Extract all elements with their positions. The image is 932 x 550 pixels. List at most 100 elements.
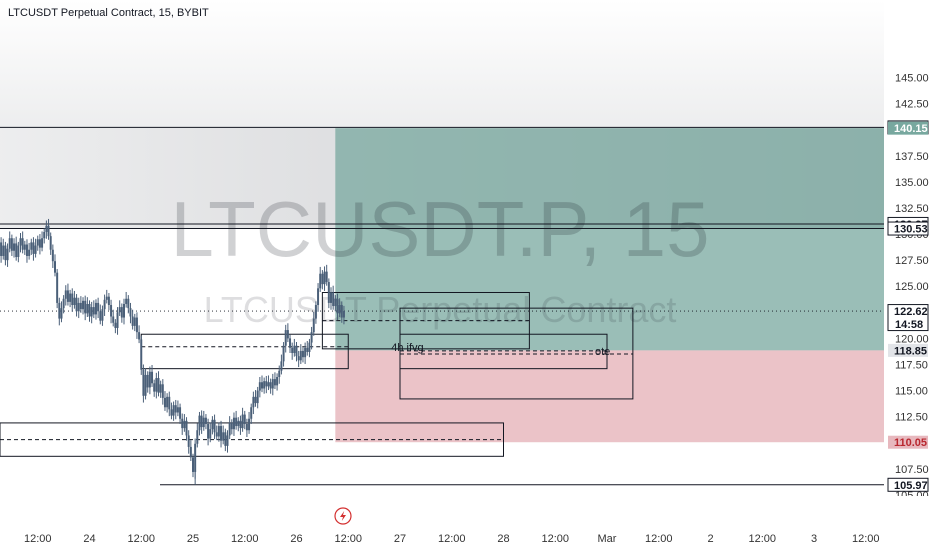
candle	[13, 238, 16, 258]
candle-body	[284, 330, 287, 346]
candle	[289, 334, 292, 354]
candle	[155, 372, 158, 399]
level-badge-box	[887, 477, 929, 492]
candle-body	[159, 384, 162, 393]
candle-body	[273, 379, 276, 386]
zone-box[interactable]	[0, 422, 504, 457]
zones-layer[interactable]: 4h ifvg ote	[0, 291, 634, 457]
candle-body	[49, 236, 52, 250]
candle-body	[166, 396, 169, 408]
candle	[49, 232, 52, 255]
candle	[36, 235, 39, 251]
candle-body	[90, 307, 93, 317]
candle-body	[276, 377, 279, 386]
candle-body	[220, 426, 223, 441]
candle-body	[148, 371, 151, 388]
time-tick-label: 12:00	[645, 533, 673, 545]
price-badges: 140.22130.97130.53105.97140.15122.6214:5…	[887, 120, 929, 492]
price-tick-label: 127.50	[895, 255, 929, 267]
candle-body	[232, 417, 235, 430]
entry-badge-box	[888, 343, 928, 357]
candle-body	[38, 239, 41, 248]
candle	[276, 373, 279, 391]
candle	[340, 301, 343, 323]
candle	[325, 264, 328, 286]
candle	[163, 391, 166, 411]
candle-body	[295, 345, 298, 357]
candle	[112, 309, 115, 327]
candle	[103, 294, 106, 316]
candle-body	[217, 426, 220, 437]
candle-body	[172, 405, 175, 416]
candle	[189, 440, 192, 462]
candle	[306, 341, 309, 356]
candle	[19, 233, 22, 253]
candle	[140, 335, 143, 375]
candle-body	[183, 420, 186, 429]
candle-body	[127, 298, 130, 309]
candle-body	[179, 407, 182, 419]
candle	[6, 243, 9, 267]
candle	[131, 309, 134, 330]
candle	[207, 418, 210, 446]
candle	[23, 240, 26, 255]
candle-body	[289, 338, 292, 348]
candle	[168, 391, 171, 417]
candle-body	[202, 417, 205, 428]
stop-zone[interactable]	[335, 350, 884, 443]
candle-body	[103, 299, 106, 310]
candle-body	[77, 302, 80, 312]
zone-box[interactable]	[399, 333, 608, 370]
level-badge-text: 105.97	[894, 480, 928, 492]
candle	[34, 238, 37, 258]
time-axis[interactable]: 12:00 24 12:00 25 12:00 26 12:00 27 12:00 28 12:00…	[0, 496, 932, 550]
candle	[138, 325, 141, 344]
lightning-icon[interactable]	[334, 507, 352, 525]
candle-body	[51, 249, 54, 262]
candle	[269, 378, 272, 394]
candle	[82, 297, 85, 315]
candle	[92, 300, 95, 319]
candle	[220, 420, 223, 448]
candle	[202, 410, 205, 431]
price-tick-label: 142.50	[895, 99, 929, 111]
price-levels-layer[interactable]	[0, 126, 884, 486]
candle	[230, 419, 233, 435]
candle	[56, 269, 59, 309]
chart-title: LTCUSDT Perpetual Contract, 15, BYBIT	[8, 7, 209, 19]
candle	[258, 377, 261, 398]
candle	[215, 425, 218, 441]
target-badge-box	[888, 121, 928, 135]
time-axis-bg	[0, 496, 932, 550]
candle-body	[163, 397, 166, 408]
target-zone[interactable]	[335, 128, 884, 351]
candle	[265, 375, 268, 394]
candle-body	[170, 409, 173, 416]
candle	[4, 241, 7, 266]
zone-box[interactable]	[140, 333, 349, 370]
candle	[271, 373, 274, 396]
candle-body	[297, 356, 300, 361]
candle-body	[21, 238, 24, 250]
zone-label: 4h ifvg	[391, 342, 423, 354]
price-axis[interactable]: 145.00142.50140.00137.50135.00132.50130.…	[884, 0, 932, 550]
candle	[170, 402, 173, 420]
candle-body	[151, 371, 154, 384]
candle	[17, 241, 20, 263]
candle	[327, 278, 330, 309]
candle-body	[30, 242, 33, 250]
candle-body	[75, 297, 78, 312]
candle-body	[185, 420, 188, 436]
candle-body	[17, 245, 20, 258]
candle	[299, 344, 302, 364]
candle	[0, 237, 3, 263]
candle-body	[299, 350, 302, 361]
candle-body	[308, 342, 311, 352]
candle	[263, 377, 266, 394]
candle-body	[47, 225, 50, 237]
target-badge-text: 140.15	[894, 123, 928, 135]
candle	[79, 296, 82, 313]
time-tick-label: 3	[811, 533, 817, 545]
candle-body	[92, 307, 95, 315]
